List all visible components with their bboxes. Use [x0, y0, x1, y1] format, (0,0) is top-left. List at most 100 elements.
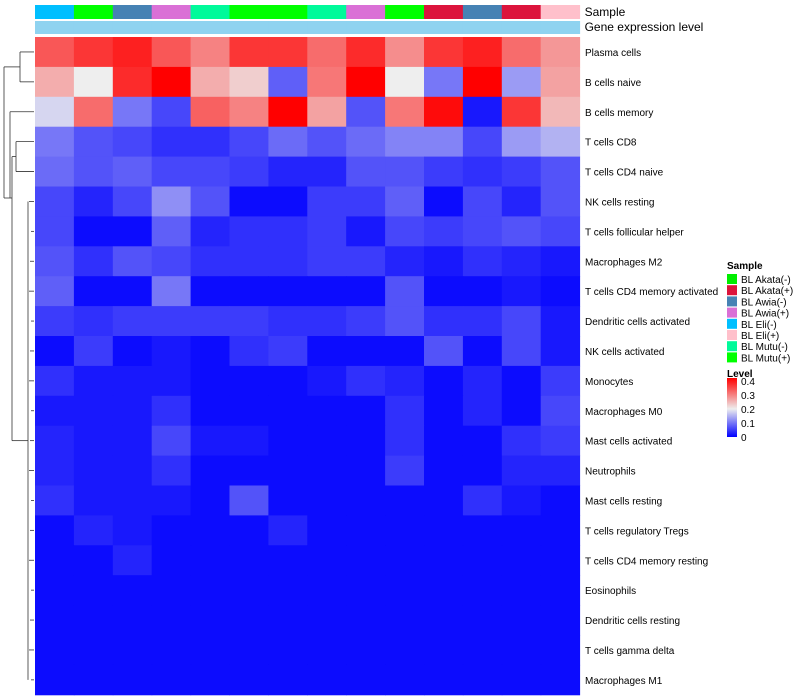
sample-legend-label: BL Akata(+): [741, 286, 793, 297]
heatmap-cell: [385, 336, 425, 367]
heatmap-cell: [540, 605, 581, 636]
heatmap-cell: [346, 455, 386, 486]
heatmap-cell: [151, 545, 192, 576]
heatmap-cell: [73, 515, 114, 546]
sample-legend-label: BL Eli(-): [741, 320, 777, 331]
heatmap-cell: [462, 365, 503, 397]
heatmap-cell: [385, 96, 425, 128]
heatmap-cell: [268, 365, 308, 397]
heatmap-cell: [151, 515, 192, 546]
heatmap-cell: [346, 664, 386, 696]
heatmap-cell: [268, 306, 308, 337]
sample-legend-swatch: [727, 307, 737, 318]
heatmap-cell: [307, 186, 347, 217]
heatmap-cell: [462, 186, 503, 217]
sample-annotation-cell: [112, 5, 153, 19]
heatmap-cell: [307, 306, 347, 337]
sample-legend-label: BL Awia(-): [741, 297, 787, 308]
heatmap-cell: [385, 37, 425, 68]
heatmap-cell: [501, 515, 542, 546]
heatmap-cell: [35, 575, 75, 606]
heatmap-cell: [307, 664, 347, 696]
heatmap-cell: [268, 664, 308, 696]
heatmap-cell: [424, 216, 464, 247]
heatmap-cell: [462, 455, 503, 486]
heatmap-cell: [346, 186, 386, 217]
heatmap-cell: [307, 246, 347, 277]
heatmap-cell: [540, 37, 581, 68]
heatmap-cell: [385, 635, 425, 666]
heatmap-cell: [268, 336, 308, 367]
heatmap-cell: [462, 306, 503, 337]
heatmap-cell: [385, 156, 425, 187]
heatmap-cell: [151, 485, 192, 516]
heatmap-cell: [346, 336, 386, 367]
heatmap-cell: [501, 575, 542, 606]
heatmap-cell: [73, 96, 114, 128]
heatmap-cell: [346, 246, 386, 277]
heatmap-cell: [190, 276, 230, 307]
heatmap-cell: [151, 635, 192, 666]
heatmap-cell: [151, 216, 192, 247]
heatmap-cell: [229, 246, 269, 277]
heatmap-cell: [268, 37, 308, 68]
row-label: Mast cells activated: [585, 437, 672, 448]
heatmap-cell: [190, 246, 230, 277]
heatmap-cell: [346, 425, 386, 457]
heatmap-cell: [73, 455, 114, 486]
heatmap-cell: [73, 605, 114, 636]
heatmap-cell: [424, 605, 464, 636]
heatmap-cell: [112, 246, 153, 277]
row-label: Neutrophils: [585, 467, 636, 478]
heatmap-cell: [112, 664, 153, 696]
row-label: T cells CD4 memory activated: [585, 287, 718, 298]
gene-expression-annotation-cell: [385, 21, 425, 34]
row-label: NK cells resting: [585, 197, 654, 208]
heatmap-cell: [73, 425, 114, 457]
heatmap-cell: [112, 156, 153, 187]
heatmap-cell: [462, 126, 503, 158]
heatmap-cell: [540, 216, 581, 247]
heatmap-cell: [268, 605, 308, 636]
heatmap-cell: [229, 425, 269, 457]
heatmap-cell: [501, 605, 542, 636]
heatmap-cell: [112, 455, 153, 486]
heatmap-cell: [151, 664, 192, 696]
heatmap-cell: [151, 306, 192, 337]
heatmap-cell: [268, 635, 308, 666]
heatmap-cell: [35, 276, 75, 307]
heatmap-cell: [462, 664, 503, 696]
heatmap-cell: [190, 635, 230, 666]
heatmap-cell: [307, 66, 347, 98]
sample-legend-swatch: [727, 318, 737, 329]
heatmap-cell: [151, 365, 192, 397]
heatmap-cell: [35, 96, 75, 128]
heatmap-cell: [346, 216, 386, 247]
heatmap-cell: [268, 455, 308, 486]
heatmap-cell: [35, 306, 75, 337]
heatmap-cell: [346, 605, 386, 636]
row-label: NK cells activated: [585, 347, 664, 358]
heatmap-cell: [112, 635, 153, 666]
heatmap-cell: [112, 336, 153, 367]
heatmap-cell: [385, 545, 425, 576]
heatmap-cell: [151, 395, 192, 427]
heatmap-cell: [73, 126, 114, 158]
heatmap-cell: [501, 216, 542, 247]
heatmap-cell: [229, 664, 269, 696]
heatmap-cell: [112, 425, 153, 457]
sample-annotation-row: [35, 5, 581, 19]
heatmap-cell: [462, 395, 503, 427]
sample-legend-label: BL Mutu(-): [741, 342, 788, 353]
level-legend: Level 0.4 0.3 0.2 0.1 0: [727, 369, 755, 444]
sample-legend-swatch: [727, 285, 737, 296]
heatmap-cell: [190, 126, 230, 158]
heatmap-cell: [268, 395, 308, 427]
heatmap-cell: [151, 37, 192, 68]
heatmap-cell: [35, 365, 75, 397]
heatmap-cell: [424, 126, 464, 158]
row-label: Monocytes: [585, 377, 633, 388]
heatmap-cell: [112, 545, 153, 576]
sample-annotation-cell: [151, 5, 192, 19]
